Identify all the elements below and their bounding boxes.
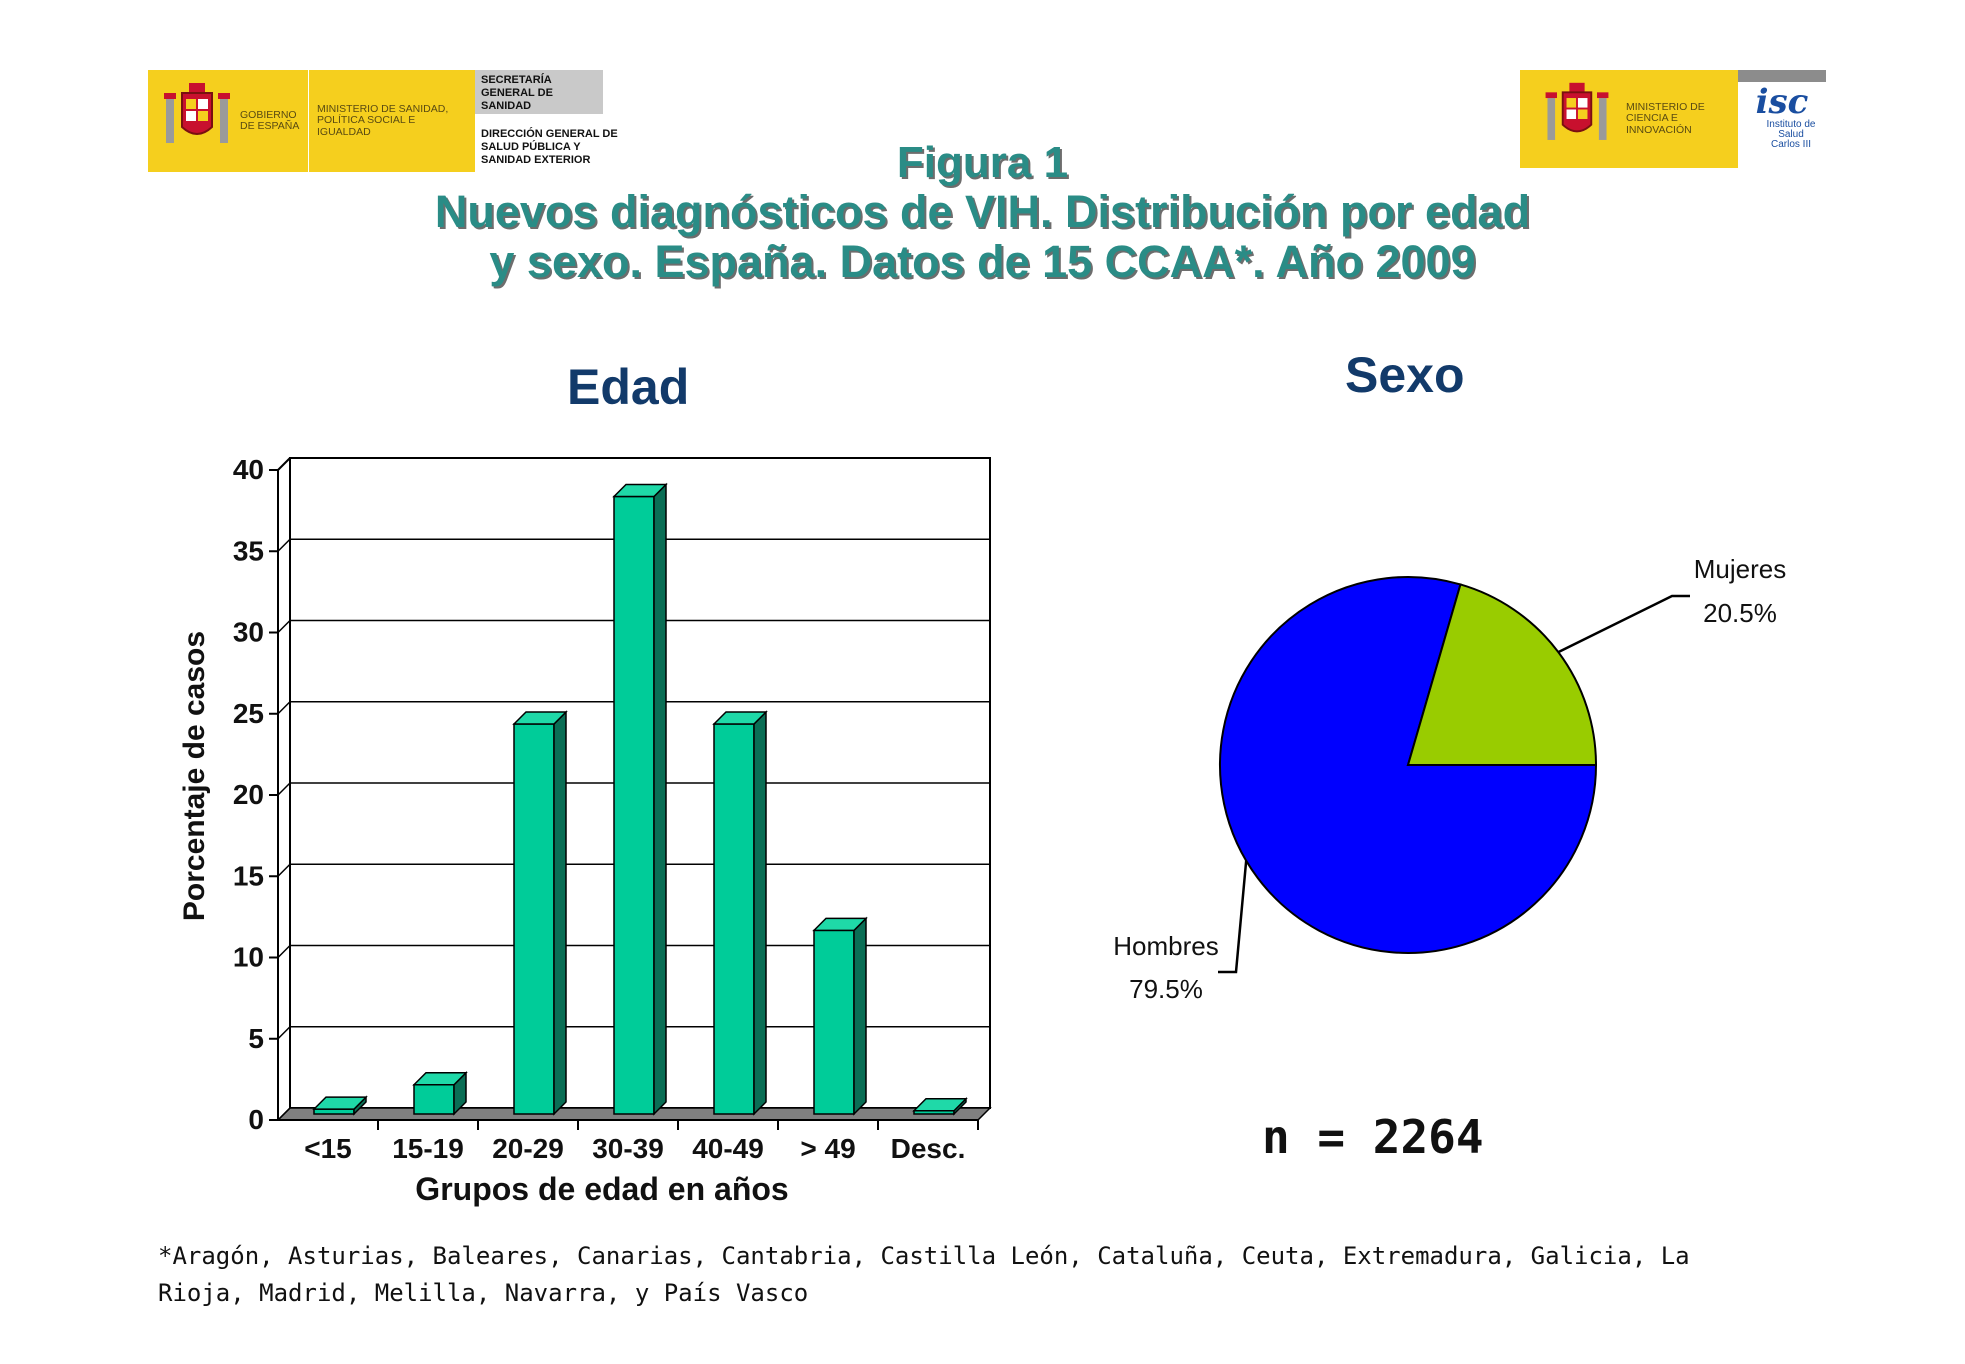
bar-side xyxy=(953,1096,967,1116)
bar xyxy=(512,710,568,1116)
pie-value-hombres: 79.5% xyxy=(1129,974,1203,1004)
bar-top xyxy=(612,483,668,498)
gridline-depth xyxy=(277,1107,291,1121)
bar xyxy=(712,710,768,1116)
y-tick-label: 25 xyxy=(233,698,264,729)
gridline-depth xyxy=(277,782,291,796)
plot-area xyxy=(289,457,991,1109)
chart-floor xyxy=(276,1107,992,1121)
bar-front xyxy=(813,929,855,1115)
y-tick-label: 0 xyxy=(248,1104,264,1135)
gridline-depth xyxy=(277,1026,291,1040)
bar-top xyxy=(712,711,768,725)
pie-chart-title: Sexo xyxy=(1345,347,1465,403)
bar-top xyxy=(312,1096,368,1110)
bar xyxy=(812,916,868,1116)
x-tick-label: 30-39 xyxy=(592,1133,664,1164)
ministerio-label: MINISTERIO DE SANIDAD, POLÍTICA SOCIAL E… xyxy=(317,102,449,138)
coat-of-arms-icon xyxy=(164,83,230,143)
direccion-label: DIRECCIÓN GENERAL DE SALUD PÚBLICA Y SAN… xyxy=(481,128,618,166)
x-tick-label: <15 xyxy=(304,1133,352,1164)
bar-front xyxy=(513,723,555,1115)
leader-line-hombres xyxy=(1218,860,1248,974)
bar xyxy=(912,1096,968,1116)
bar-side xyxy=(553,710,567,1116)
x-tick-label: > 49 xyxy=(800,1133,855,1164)
isc-logo: isc Instituto de Salud Carlos III xyxy=(1738,70,1826,168)
figure-title-line2: Nuevos diagnósticos de VIH. Distribución… xyxy=(434,186,1531,237)
bar-top xyxy=(412,1072,468,1086)
y-tick-label: 35 xyxy=(233,535,264,566)
bar-front xyxy=(713,723,755,1115)
bar xyxy=(412,1070,468,1116)
bar-front xyxy=(613,495,655,1115)
bar-side xyxy=(653,482,667,1116)
gridline-depth xyxy=(277,863,291,877)
bar-top xyxy=(812,917,868,932)
x-tick-label: 15-19 xyxy=(392,1133,464,1164)
y-tick-label: 20 xyxy=(233,779,264,810)
y-tick-label: 15 xyxy=(233,860,264,891)
bar xyxy=(612,482,668,1116)
figure-title: Figura 1 xyxy=(896,138,1069,187)
pie-slice-mujeres xyxy=(1406,583,1598,766)
coat-of-arms-icon xyxy=(1545,82,1609,140)
footnote: *Aragón, Asturias, Baleares, Canarias, C… xyxy=(158,1242,1690,1307)
ministerio-ciencia-label: MINISTERIO DE CIENCIA E INNOVACIÓN xyxy=(1626,100,1705,136)
pie-label-mujeres: Mujeres xyxy=(1694,554,1786,584)
gridline-depth xyxy=(277,538,291,552)
y-tick-label: 40 xyxy=(233,454,264,485)
bar-top xyxy=(912,1098,968,1112)
bar-front xyxy=(313,1108,355,1115)
bar xyxy=(312,1095,368,1116)
y-axis-label: Porcentaje de casos xyxy=(178,631,211,921)
pie-value-mujeres: 20.5% xyxy=(1703,598,1777,628)
bar-side xyxy=(853,916,867,1116)
bar-top xyxy=(512,711,568,725)
gridline-depth xyxy=(277,701,291,715)
logo-ministerio-ciencia: MINISTERIO DE CIENCIA E INNOVACIÓN xyxy=(1520,70,1738,168)
bar-side xyxy=(453,1070,467,1116)
y-tick-label: 30 xyxy=(233,617,264,648)
bar-front xyxy=(913,1110,955,1115)
logo-divider xyxy=(308,70,309,172)
leader-line-mujeres xyxy=(1557,594,1690,654)
y-tick-label: 10 xyxy=(233,942,264,973)
gridline-depth xyxy=(277,457,291,471)
left-wall-edge xyxy=(277,457,291,471)
bar-chart-title: Edad xyxy=(567,359,690,415)
bar-side xyxy=(753,710,767,1116)
pie-slice-hombres xyxy=(1219,576,1598,954)
x-tick-label: 40-49 xyxy=(692,1133,764,1164)
gobierno-label: GOBIERNO DE ESPAÑA xyxy=(240,108,300,132)
x-tick-label: Desc. xyxy=(891,1133,966,1164)
secretaria-label: SECRETARÍA GENERAL DE SANIDAD xyxy=(481,74,553,112)
bar-side xyxy=(353,1095,367,1116)
x-axis-label: Grupos de edad en años xyxy=(415,1171,788,1207)
gridline-depth xyxy=(277,619,291,634)
logo-gobierno-ministerio: GOBIERNO DE ESPAÑA MINISTERIO DE SANIDAD… xyxy=(148,70,475,172)
secretaria-box: SECRETARÍA GENERAL DE SANIDAD xyxy=(475,70,603,114)
y-tick-label: 5 xyxy=(248,1023,264,1054)
x-tick-label: 20-29 xyxy=(492,1133,564,1164)
bar-front xyxy=(413,1084,455,1115)
isc-mark: isc xyxy=(1755,82,1809,122)
n-label: n = 2264 xyxy=(1262,1110,1484,1164)
figure-title-line3: y sexo. España. Datos de 15 CCAA*. Año 2… xyxy=(489,236,1476,287)
pie-label-hombres: Hombres xyxy=(1113,931,1218,961)
gridline-depth xyxy=(277,944,291,959)
instituto-label: Instituto de Salud Carlos III xyxy=(1766,119,1816,150)
